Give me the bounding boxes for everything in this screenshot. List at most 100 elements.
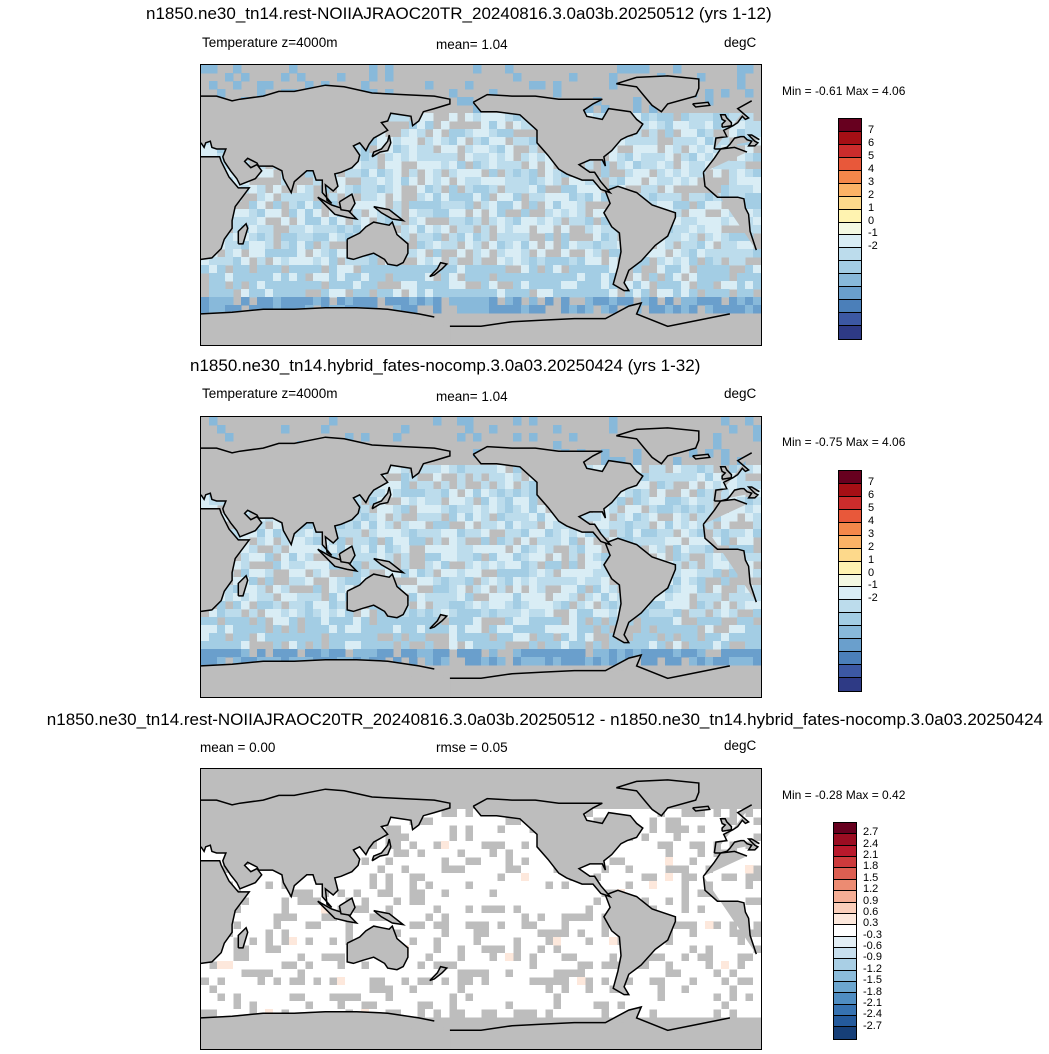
panel-3-mean-label: mean = 0.00 bbox=[200, 740, 276, 755]
colorbar-swatch bbox=[839, 326, 861, 339]
colorbar-swatch bbox=[839, 678, 861, 691]
colorbar-tick-label: 0.6 bbox=[863, 905, 879, 918]
colorbar-swatch bbox=[839, 170, 861, 184]
colorbar-tick-label: -1.8 bbox=[863, 985, 882, 998]
colorbar-swatch bbox=[834, 1027, 856, 1039]
colorbar-swatch bbox=[834, 1004, 856, 1017]
coastline-southamerica bbox=[603, 889, 677, 996]
colorbar-tick-label: 7 bbox=[868, 123, 875, 136]
coastline-madagascar bbox=[237, 222, 249, 245]
colorbar-tick-label: 0 bbox=[868, 214, 875, 227]
panel-1-colorbar bbox=[838, 118, 862, 340]
colorbar-swatch bbox=[834, 845, 856, 858]
colorbar-tick-label: -2.1 bbox=[863, 996, 882, 1009]
panel-2-units-label: degC bbox=[724, 386, 757, 401]
colorbar-swatch bbox=[839, 471, 861, 484]
colorbar-swatch bbox=[834, 947, 856, 960]
colorbar-swatch bbox=[839, 535, 861, 549]
coastline-eurasia bbox=[201, 788, 760, 909]
colorbar-swatch bbox=[839, 548, 861, 562]
panel-3-minmax-label: Min = -0.28 Max = 0.42 bbox=[782, 788, 906, 802]
colorbar-swatch bbox=[839, 639, 861, 653]
coastline-eurasia bbox=[201, 84, 760, 205]
coastline-antarctica-edge bbox=[201, 301, 731, 328]
panel-3-map bbox=[200, 768, 762, 1050]
panel-1-minmax-label: Min = -0.61 Max = 4.06 bbox=[782, 84, 906, 98]
coastline-uk bbox=[719, 466, 733, 480]
colorbar-tick-label: 6 bbox=[868, 488, 875, 501]
colorbar-swatch bbox=[839, 300, 861, 314]
colorbar-tick-label: -1 bbox=[868, 579, 878, 592]
map-field bbox=[201, 779, 761, 1049]
colorbar-tick-label: -1.5 bbox=[863, 974, 882, 987]
coastline-iceland bbox=[692, 805, 711, 812]
colorbar-tick-label: -2 bbox=[868, 240, 878, 253]
colorbar-swatch bbox=[839, 613, 861, 627]
colorbar-tick-label: 2.1 bbox=[863, 849, 879, 862]
panel-2-colorbar bbox=[838, 470, 862, 692]
coastline-newguinea bbox=[373, 557, 406, 574]
colorbar-tick-label: 1 bbox=[868, 201, 875, 214]
colorbar-swatch bbox=[839, 261, 861, 275]
coastline-nz bbox=[429, 613, 449, 630]
colorbar-swatch bbox=[839, 287, 861, 301]
panel-1-mean-label: mean= 1.04 bbox=[436, 37, 508, 52]
map-field bbox=[201, 417, 761, 697]
coastline-newguinea bbox=[373, 205, 406, 222]
panel-2-title: n1850.ne30_tn14.hybrid_fates-nocomp.3.0a… bbox=[190, 356, 701, 375]
colorbar-tick-label: -0.9 bbox=[863, 951, 882, 964]
colorbar-swatch bbox=[834, 823, 856, 835]
coastline-borneo bbox=[338, 896, 356, 917]
colorbar-swatch bbox=[839, 222, 861, 236]
coastline-nz bbox=[429, 965, 449, 982]
colorbar-swatch bbox=[834, 857, 856, 869]
colorbar-swatch bbox=[834, 913, 856, 926]
colorbar-swatch bbox=[839, 235, 861, 249]
panel-1-title: n1850.ne30_tn14.rest-NOIIAJRAOC20TR_2024… bbox=[146, 4, 772, 23]
coastline-antarctica-edge bbox=[201, 653, 731, 680]
colorbar-tick-label: -1 bbox=[868, 227, 878, 240]
panel-3-colorbar bbox=[833, 822, 857, 1040]
panel-2-minmax-label: Min = -0.75 Max = 4.06 bbox=[782, 435, 906, 449]
colorbar-tick-label: -2.4 bbox=[863, 1008, 882, 1021]
coastline-northamerica bbox=[472, 797, 644, 899]
colorbar-tick-label: 2.4 bbox=[863, 837, 879, 850]
colorbar-swatch bbox=[834, 868, 856, 880]
colorbar-swatch bbox=[834, 959, 856, 971]
colorbar-swatch bbox=[839, 196, 861, 210]
coastline-northamerica bbox=[472, 93, 644, 195]
coastline-greenland bbox=[616, 779, 700, 817]
coastline-madagascar bbox=[237, 926, 249, 949]
coastline-newguinea bbox=[373, 909, 406, 926]
colorbar-tick-label: 1.8 bbox=[863, 860, 879, 873]
colorbar-tick-label: -1.2 bbox=[863, 962, 882, 975]
colorbar-tick-label: 4 bbox=[868, 162, 875, 175]
colorbar-tick-label: -2.7 bbox=[863, 1019, 882, 1032]
colorbar-swatch bbox=[839, 574, 861, 588]
coastline-uk bbox=[719, 818, 733, 832]
coastline-eurasia bbox=[201, 436, 760, 557]
coastline-greenland bbox=[616, 75, 700, 113]
colorbar-tick-label: 0 bbox=[868, 566, 875, 579]
panel-2-variable-label: Temperature z=4000m bbox=[202, 386, 338, 401]
colorbar-tick-label: 7 bbox=[868, 475, 875, 488]
colorbar-tick-label: 2 bbox=[868, 540, 875, 553]
colorbar-tick-label: 5 bbox=[868, 149, 875, 162]
colorbar-swatch bbox=[839, 587, 861, 601]
coastline-indonesia bbox=[317, 548, 359, 573]
colorbar-swatch bbox=[839, 274, 861, 288]
colorbar-swatch bbox=[834, 891, 856, 903]
coastline-australia bbox=[346, 220, 409, 267]
colorbar-tick-label: 6 bbox=[868, 136, 875, 149]
colorbar-tick-label: 0.9 bbox=[863, 894, 879, 907]
coastline-indonesia bbox=[317, 900, 359, 925]
colorbar-tick-label: 1 bbox=[868, 553, 875, 566]
coastline-greenland bbox=[616, 427, 700, 465]
colorbar-swatch bbox=[834, 1016, 856, 1028]
colorbar-tick-label: 0.3 bbox=[863, 917, 879, 930]
colorbar-swatch bbox=[834, 902, 856, 914]
coastline-borneo bbox=[338, 544, 356, 565]
panel-1-variable-label: Temperature z=4000m bbox=[202, 35, 338, 50]
colorbar-tick-label: 3 bbox=[868, 527, 875, 540]
coastline-southamerica bbox=[603, 185, 677, 292]
